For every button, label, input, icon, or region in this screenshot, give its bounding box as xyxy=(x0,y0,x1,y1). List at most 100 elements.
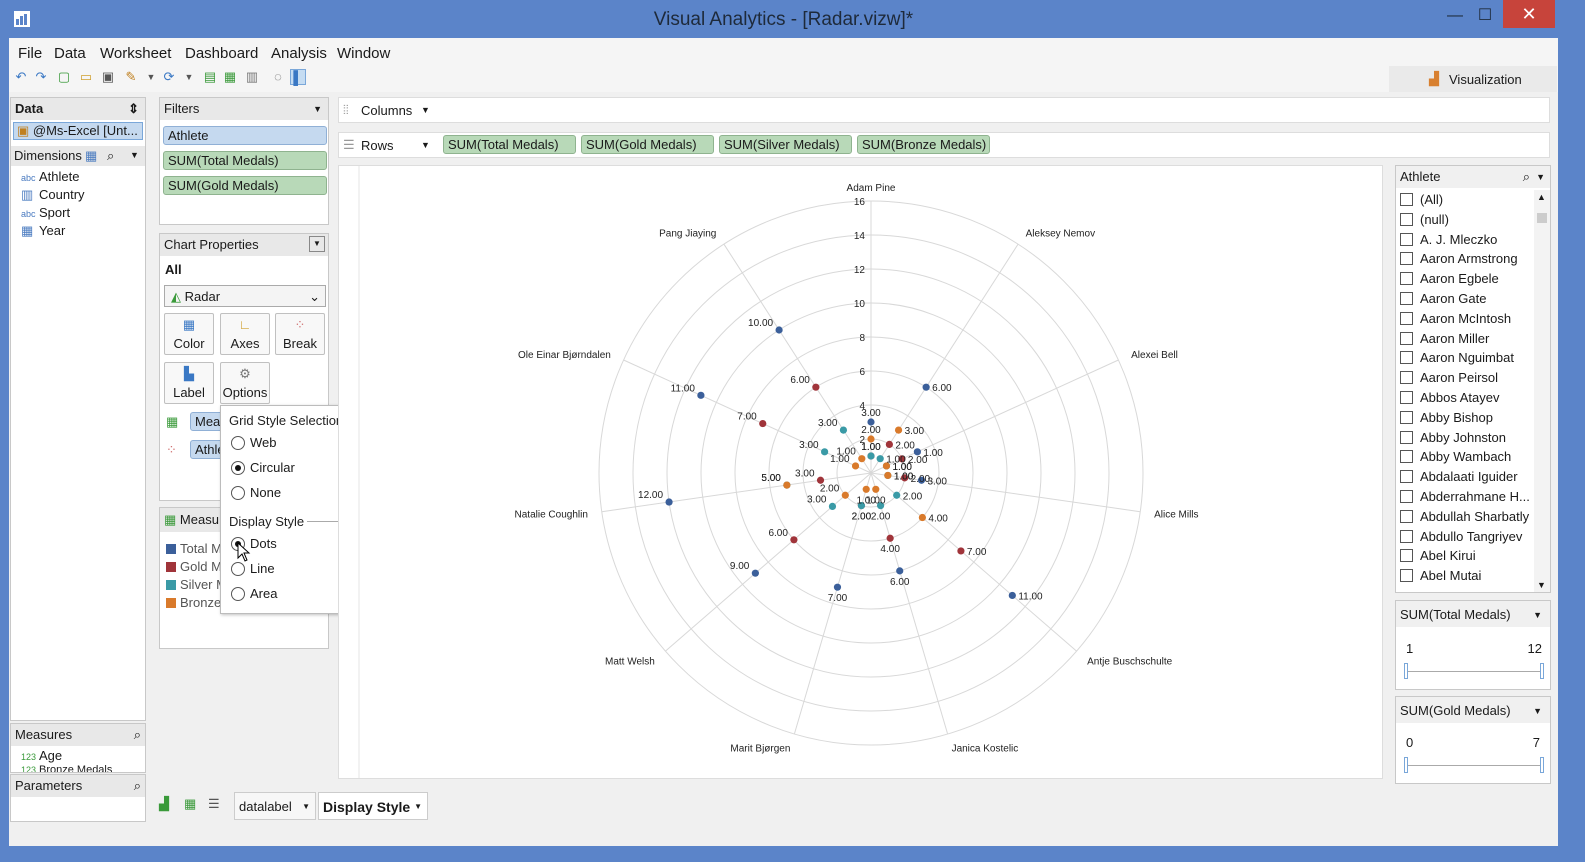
rows-pill[interactable]: SUM(Silver Medals) xyxy=(719,135,852,154)
scroll-thumb[interactable] xyxy=(1537,213,1547,223)
data-source[interactable]: ▣ @Ms-Excel [Unt... xyxy=(13,122,143,140)
filter-gold-medals[interactable]: SUM(Gold Medals) xyxy=(163,176,327,195)
checkbox[interactable] xyxy=(1400,569,1413,583)
break-button[interactable]: ⁘ Break xyxy=(275,313,325,355)
athlete-item[interactable]: Abdalaati Iguider xyxy=(1400,469,1518,484)
search-icon[interactable]: ⌕ xyxy=(133,727,141,742)
athlete-item[interactable]: Abdullah Sharbatly xyxy=(1400,509,1529,524)
list-icon[interactable]: ☰ xyxy=(208,796,220,811)
dropdown-arrow-icon[interactable]: ▼ xyxy=(421,140,430,150)
athlete-item[interactable]: Abbos Atayev xyxy=(1400,390,1500,405)
new-icon[interactable]: ▢ xyxy=(57,69,71,84)
tab-display-style[interactable]: Display Style ▼ xyxy=(318,792,428,820)
checkbox[interactable] xyxy=(1400,490,1413,503)
maximize-button[interactable]: ☐ xyxy=(1477,7,1493,24)
close-button[interactable]: ✕ xyxy=(1503,0,1555,28)
new-worksheet-icon[interactable]: ▟ xyxy=(159,796,169,811)
range-track[interactable] xyxy=(1406,671,1542,672)
menu-file[interactable]: File xyxy=(18,45,43,62)
scrollbar[interactable]: ▲ ▼ xyxy=(1534,190,1550,592)
athlete-item[interactable]: Abdullo Tangriyev xyxy=(1400,529,1522,544)
athlete-item[interactable]: Abderrahmane H... xyxy=(1400,489,1530,504)
tab-datalabel[interactable]: datalabel ▼ xyxy=(234,792,316,820)
pin-icon[interactable]: ⇕ xyxy=(128,101,139,116)
open-icon[interactable]: ▭ xyxy=(79,69,93,84)
athlete-item[interactable]: Aaron Peirsol xyxy=(1400,370,1498,385)
menu-analysis[interactable]: Analysis xyxy=(271,45,327,62)
rows-pill[interactable]: SUM(Gold Medals) xyxy=(581,135,714,154)
filter-total-medals[interactable]: SUM(Total Medals) xyxy=(163,151,327,170)
grid-option-none[interactable]: None xyxy=(231,485,281,500)
athlete-item[interactable]: Abby Johnston xyxy=(1400,430,1506,445)
legend-item[interactable]: Silver M xyxy=(166,577,227,592)
visualization-button[interactable]: ▟ Visualization xyxy=(1389,66,1557,92)
dropdown-arrow-icon[interactable]: ▼ xyxy=(184,72,194,82)
view-icon[interactable]: ▌ xyxy=(290,69,306,85)
dimension-item[interactable]: abc Athlete xyxy=(21,169,79,184)
menu-worksheet[interactable]: Worksheet xyxy=(100,45,172,62)
athlete-item[interactable]: A. J. Mleczko xyxy=(1400,232,1497,247)
checkbox[interactable] xyxy=(1400,331,1413,345)
chevron-up-icon[interactable]: ▲ xyxy=(1537,192,1546,202)
checkbox[interactable] xyxy=(1400,212,1413,226)
checkbox[interactable] xyxy=(1400,371,1413,385)
checkbox[interactable] xyxy=(1400,292,1413,305)
range-handle-min[interactable] xyxy=(1404,663,1408,679)
checkbox[interactable] xyxy=(1400,430,1413,444)
dropdown-arrow-icon[interactable]: ▼ xyxy=(1533,706,1542,716)
dropdown-arrow-icon[interactable]: ▼ xyxy=(313,104,322,114)
dropdown-arrow-icon[interactable]: ▼ xyxy=(1536,172,1545,182)
menu-window[interactable]: Window xyxy=(337,45,391,62)
expand-icon[interactable]: ▼ xyxy=(309,236,325,252)
chart-icon[interactable]: ▤ xyxy=(203,69,217,84)
checkbox[interactable] xyxy=(1400,193,1413,206)
rows-pill[interactable]: SUM(Total Medals) xyxy=(443,135,576,154)
menu-data[interactable]: Data xyxy=(54,45,86,62)
search-icon[interactable]: ⌕ xyxy=(133,778,141,793)
edit-icon[interactable]: ✎ xyxy=(125,69,137,84)
athlete-item[interactable]: Abby Bishop xyxy=(1400,410,1493,425)
grid-option-web[interactable]: Web xyxy=(231,435,277,450)
search-icon[interactable]: ⌕ xyxy=(1522,169,1530,184)
filter-athlete[interactable]: Athlete xyxy=(163,126,327,145)
athlete-item[interactable]: Aaron Miller xyxy=(1400,331,1489,346)
checkbox[interactable] xyxy=(1400,529,1413,543)
athlete-item[interactable]: (null) xyxy=(1400,212,1449,227)
athlete-item[interactable]: Abel Kirui xyxy=(1400,548,1476,563)
range-handle-min[interactable] xyxy=(1404,757,1408,773)
new-dashboard-icon[interactable]: ▦ xyxy=(184,796,197,811)
display-option-line[interactable]: Line xyxy=(231,561,275,576)
athlete-item[interactable]: Aaron Armstrong xyxy=(1400,251,1518,266)
dropdown-arrow-icon[interactable]: ▼ xyxy=(146,72,156,82)
checkbox[interactable] xyxy=(1400,549,1413,563)
dropdown-arrow-icon[interactable]: ▼ xyxy=(421,105,430,115)
range-track[interactable] xyxy=(1406,765,1542,766)
dropdown-arrow-icon[interactable]: ▼ xyxy=(1533,610,1542,620)
checkbox[interactable] xyxy=(1400,252,1413,266)
display-option-area[interactable]: Area xyxy=(231,586,277,601)
measure-item[interactable]: 123 Age xyxy=(21,748,62,763)
color-button[interactable]: ▦ Color xyxy=(164,313,214,355)
measure-item[interactable]: 123 Bronze Medals xyxy=(21,764,112,772)
legend-item[interactable]: Bronze xyxy=(166,595,221,610)
rows-shelf[interactable]: ☰ Rows ▼ SUM(Total Medals) SUM(Gold Meda… xyxy=(338,132,1550,158)
checkbox[interactable] xyxy=(1400,272,1413,286)
grid-icon[interactable]: ▦ xyxy=(223,69,237,84)
athlete-item[interactable]: Abby Wambach xyxy=(1400,449,1511,464)
search-icon[interactable]: ⌕ xyxy=(107,148,115,163)
checkbox[interactable] xyxy=(1400,232,1413,246)
athlete-item[interactable]: Abel Mutai xyxy=(1400,568,1481,583)
range-handle-max[interactable] xyxy=(1540,757,1544,773)
undo-icon[interactable]: ↶ xyxy=(15,69,27,84)
checkbox[interactable] xyxy=(1400,391,1413,404)
athlete-item[interactable]: Aaron McIntosh xyxy=(1400,311,1511,326)
chart-type-select[interactable]: ◭ Radar ⌄ xyxy=(164,285,326,307)
dropdown-arrow-icon[interactable]: ▼ xyxy=(130,150,139,160)
checkbox[interactable] xyxy=(1400,351,1413,365)
save-icon[interactable]: ▣ xyxy=(101,69,115,84)
dimension-item[interactable]: ▥ Country xyxy=(21,187,85,203)
checkbox[interactable] xyxy=(1400,509,1413,523)
radar-chart[interactable]: 2 4 6 8 10 12 14 16 Adam Pine Aleksey Nemov Alexei… xyxy=(339,166,1382,778)
menu-dashboard[interactable]: Dashboard xyxy=(185,45,259,62)
athlete-item[interactable]: (All) xyxy=(1400,192,1443,207)
